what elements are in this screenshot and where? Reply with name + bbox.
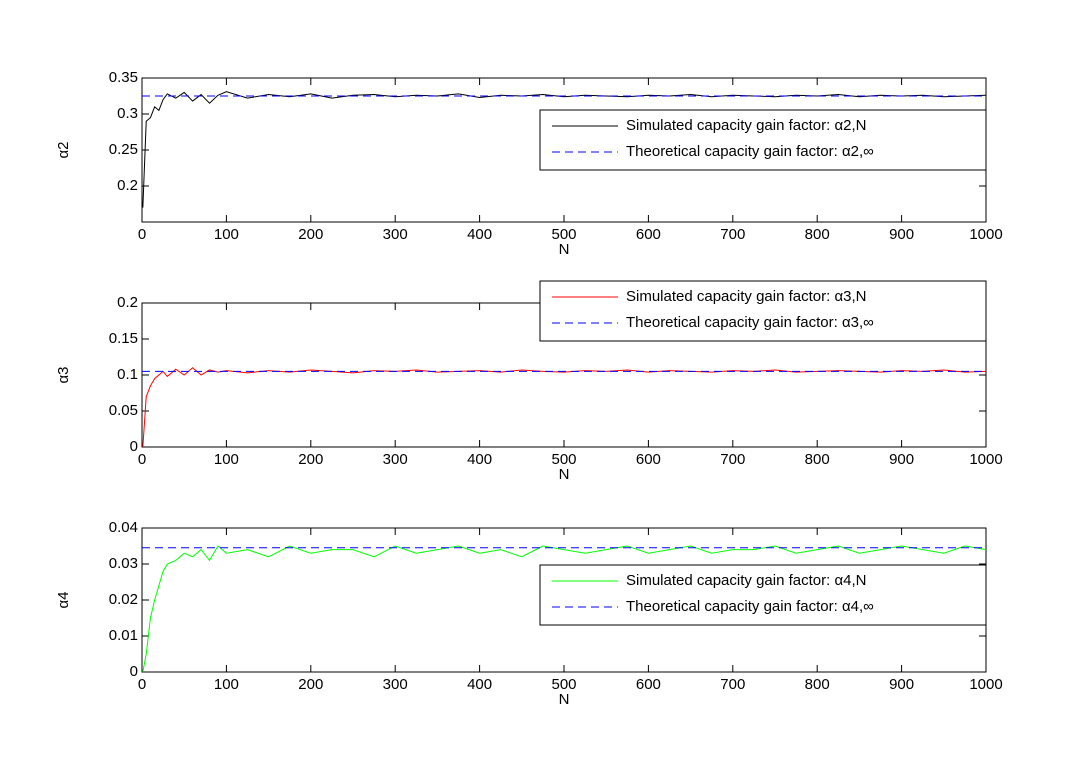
y-tick-label: 0.01 [109,627,138,644]
legend-box [539,564,987,626]
y-tick-label: 0.35 [109,69,138,86]
x-tick-label: 900 [889,451,914,468]
y-tick-label: 0.1 [117,366,138,383]
x-tick-label: 900 [889,676,914,693]
x-tick-label: 300 [383,676,408,693]
legend-label: Theoretical capacity gain factor: α3,∞ [626,314,874,331]
x-tick-label: 500 [551,676,576,693]
x-tick-label: 300 [383,226,408,243]
y-axis-label: α2 [55,141,72,158]
y-tick-label: 0.25 [109,141,138,158]
legend-box [539,280,987,342]
x-axis-label: N [559,241,570,258]
x-tick-label: 1000 [969,676,1002,693]
y-tick-label: 0 [130,663,138,680]
x-tick-label: 100 [214,451,239,468]
x-tick-label: 100 [214,676,239,693]
x-tick-label: 800 [805,226,830,243]
x-tick-label: 700 [720,451,745,468]
y-axis-label: α3 [55,366,72,383]
x-tick-label: 200 [298,676,323,693]
x-tick-label: 500 [551,226,576,243]
x-tick-label: 600 [636,676,661,693]
y-tick-label: 0.15 [109,330,138,347]
legend-label: Theoretical capacity gain factor: α2,∞ [626,143,874,160]
x-tick-label: 1000 [969,226,1002,243]
x-tick-label: 1000 [969,451,1002,468]
x-tick-label: 500 [551,451,576,468]
x-tick-label: 800 [805,451,830,468]
x-tick-label: 400 [467,451,492,468]
x-tick-label: 700 [720,226,745,243]
x-tick-label: 0 [138,451,146,468]
y-axis-label: α4 [55,591,72,608]
legend-label: Simulated capacity gain factor: α3,N [626,288,866,305]
x-tick-label: 700 [720,676,745,693]
x-axis-label: N [559,466,570,483]
x-tick-label: 0 [138,226,146,243]
y-tick-label: 0.02 [109,591,138,608]
y-tick-label: 0.2 [117,177,138,194]
y-tick-label: 0.2 [117,294,138,311]
y-tick-label: 0 [130,438,138,455]
x-tick-label: 300 [383,451,408,468]
x-tick-label: 400 [467,676,492,693]
x-tick-label: 600 [636,451,661,468]
y-tick-label: 0.04 [109,519,138,536]
y-tick-label: 0.3 [117,105,138,122]
series-line [142,545,987,673]
x-tick-label: 600 [636,226,661,243]
legend-label: Theoretical capacity gain factor: α4,∞ [626,598,874,615]
legend-label: Simulated capacity gain factor: α2,N [626,117,866,134]
x-axis-label: N [559,691,570,708]
y-tick-label: 0.03 [109,555,138,572]
x-tick-label: 200 [298,451,323,468]
y-tick-label: 0.05 [109,402,138,419]
x-tick-label: 200 [298,226,323,243]
x-tick-label: 400 [467,226,492,243]
legend-label: Simulated capacity gain factor: α4,N [626,572,866,589]
x-tick-label: 100 [214,226,239,243]
x-tick-label: 0 [138,676,146,693]
x-tick-label: 800 [805,676,830,693]
legend-box [539,109,987,171]
x-tick-label: 900 [889,226,914,243]
